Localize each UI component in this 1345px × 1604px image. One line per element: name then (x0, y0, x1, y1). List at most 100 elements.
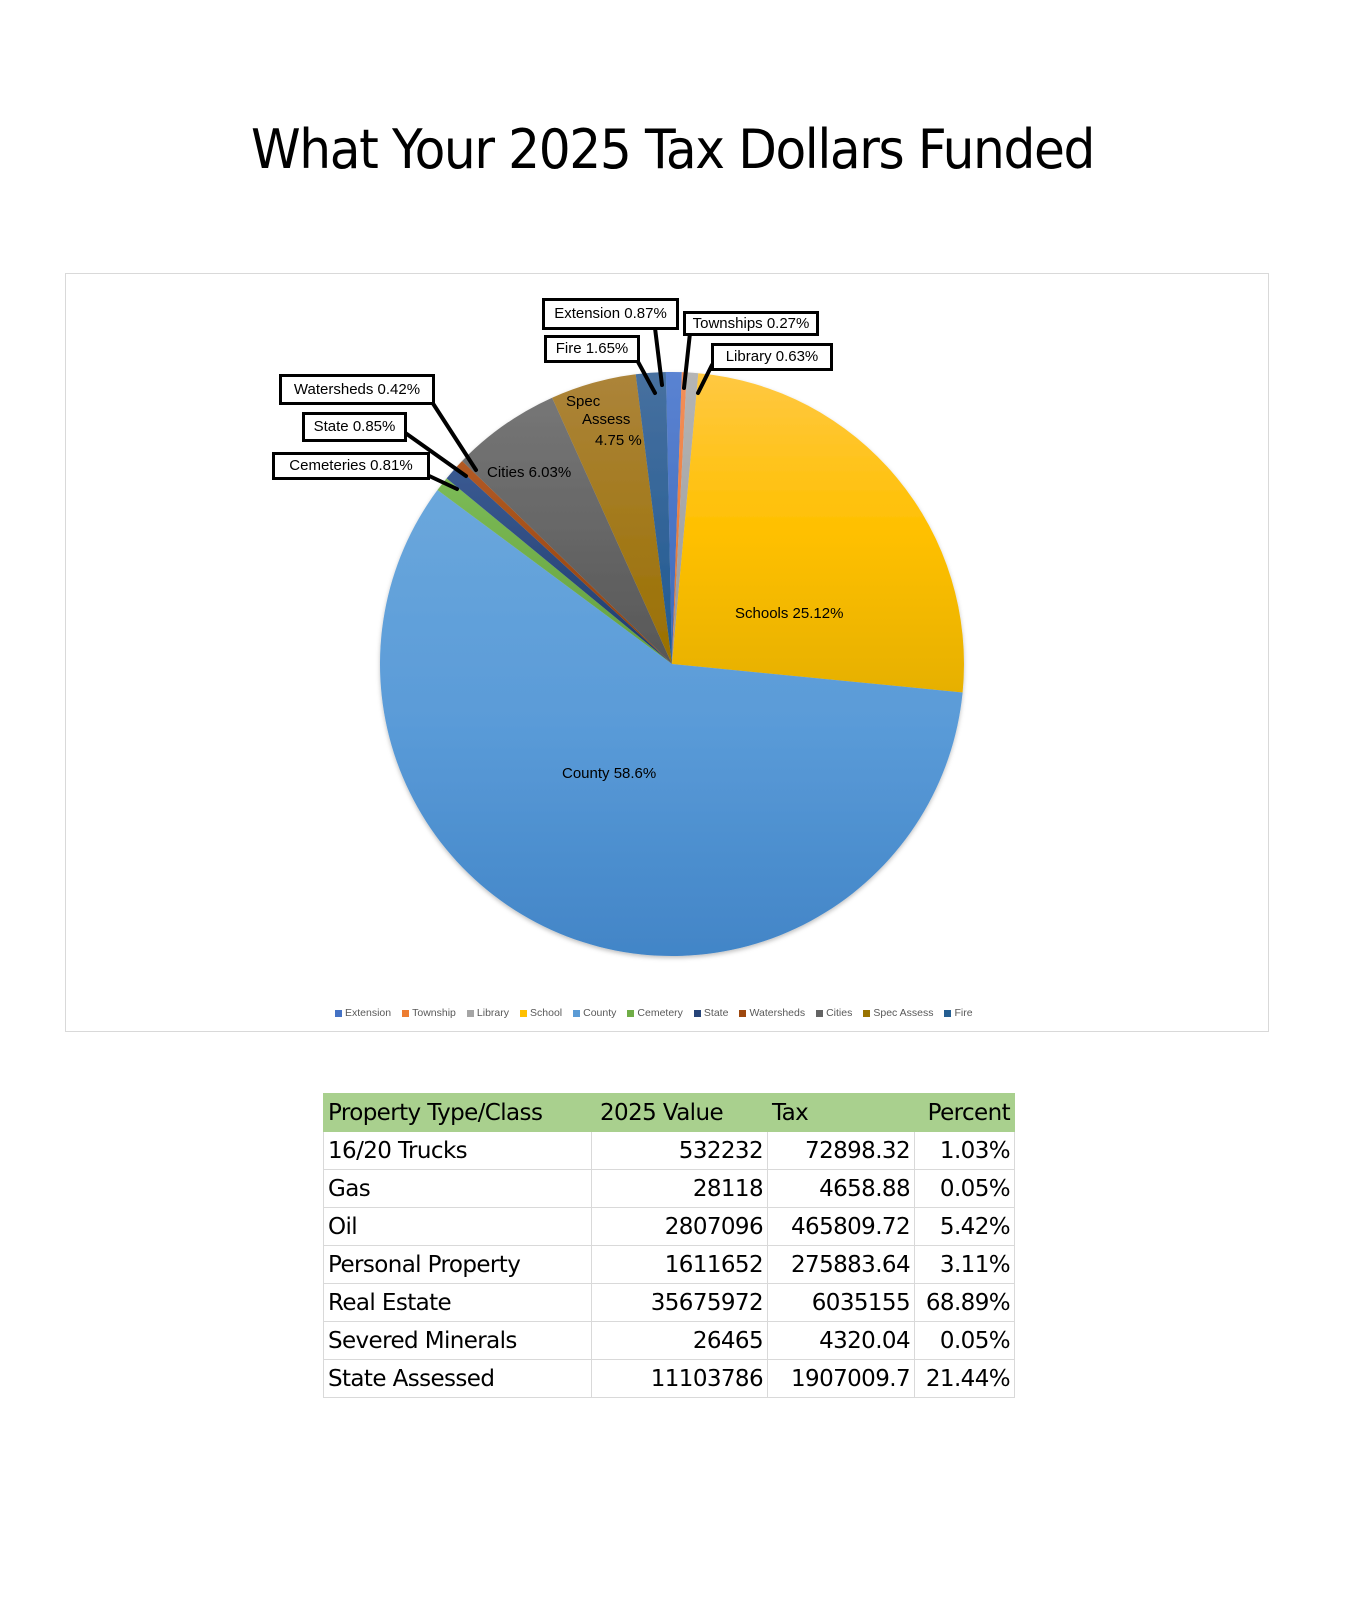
cell-type: Oil (323, 1207, 592, 1246)
cell-percent: 1.03% (914, 1131, 1015, 1170)
cell-value: 26465 (591, 1321, 768, 1360)
legend-swatch-icon (739, 1009, 747, 1017)
label-library: Library 0.63% (711, 343, 833, 371)
legend-swatch-icon (944, 1009, 952, 1017)
label-spec-assess-line3: 4.75 % (595, 432, 642, 449)
table-row: Gas 28118 4658.88 0.05% (323, 1169, 1015, 1208)
pie-slice-extension (665, 371, 682, 664)
leader-line (682, 331, 692, 390)
legend-swatch-icon (520, 1009, 528, 1017)
label-cities: Cities 6.03% (487, 464, 572, 481)
legend-item-library: Library (466, 1007, 509, 1019)
table-row: Personal Property 1611652 275883.64 3.11… (323, 1245, 1015, 1284)
label-fire-text: Fire 1.65% (555, 340, 629, 357)
cell-type: State Assessed (323, 1359, 592, 1398)
legend-item-school: School (520, 1007, 562, 1019)
legend-label: Cities (826, 1007, 853, 1019)
cell-tax: 275883.64 (767, 1245, 915, 1284)
legend-item-fire: Fire (944, 1007, 973, 1019)
cell-value: 35675972 (591, 1283, 768, 1322)
cell-type: Real Estate (323, 1283, 592, 1322)
pie-slice-watersheds (456, 460, 672, 664)
legend-label: Cemetery (637, 1007, 683, 1019)
table-row: Severed Minerals 26465 4320.04 0.05% (323, 1321, 1015, 1360)
legend-item-cemetery: Cemetery (627, 1007, 683, 1019)
cell-type: 16/20 Trucks (323, 1131, 592, 1170)
header-2025-value: 2025 Value (591, 1093, 768, 1132)
table-row: Real Estate 35675972 6035155 68.89% (323, 1283, 1015, 1322)
page-title: What Your 2025 Tax Dollars Funded (251, 118, 1095, 181)
legend-item-spec-assess: Spec Assess (863, 1007, 933, 1019)
label-spec-assess-line2: Assess (582, 411, 631, 428)
legend-label: Watersheds (749, 1007, 806, 1019)
cell-type: Personal Property (323, 1245, 592, 1284)
cell-tax: 72898.32 (767, 1131, 915, 1170)
label-state: State 0.85% (302, 412, 407, 442)
label-spec-assess-line1: Spec (566, 393, 601, 410)
pie-slice-library (672, 372, 699, 664)
legend-item-watersheds: Watersheds (739, 1007, 805, 1019)
chart-legend: Extension Township Library School County… (335, 1005, 973, 1021)
cell-tax: 4320.04 (767, 1321, 915, 1360)
legend-label: School (530, 1007, 563, 1019)
leader-line (430, 400, 478, 472)
pie-slice-township (672, 372, 687, 664)
property-tax-table: Property Type/Class 2025 Value Tax Perce… (323, 1093, 1015, 1398)
cell-percent: 0.05% (914, 1321, 1015, 1360)
cell-tax: 465809.72 (767, 1207, 915, 1246)
pie-slice-cities (462, 397, 672, 664)
cell-percent: 3.11% (914, 1245, 1015, 1284)
pie-slice-fire (635, 372, 672, 664)
cell-type: Severed Minerals (323, 1321, 592, 1360)
legend-swatch-icon (335, 1009, 342, 1017)
legend-item-county: County (573, 1007, 616, 1019)
label-county: County 58.6% (562, 765, 657, 782)
legend-swatch-icon (693, 1009, 701, 1017)
label-library-text: Library 0.63% (725, 348, 819, 365)
cell-value: 28118 (591, 1169, 768, 1208)
pie-slice-spec-assess (552, 374, 672, 664)
legend-label: Fire (954, 1007, 973, 1019)
legend-label: State (703, 1007, 729, 1019)
cell-tax: 4658.88 (767, 1169, 915, 1208)
legend-item-extension: Extension (335, 1007, 391, 1019)
cell-percent: 0.05% (914, 1169, 1015, 1208)
legend-label: County (583, 1007, 617, 1019)
header-tax: Tax (767, 1093, 915, 1132)
label-watersheds-text: Watersheds 0.42% (293, 381, 421, 398)
leader-line (653, 326, 664, 387)
header-property-type: Property Type/Class (323, 1093, 592, 1132)
label-townships: Townships 0.27% (683, 311, 819, 336)
legend-swatch-icon (863, 1009, 871, 1017)
table-row: 16/20 Trucks 532232 72898.32 1.03% (323, 1131, 1015, 1170)
label-extension: Extension 0.87% (542, 298, 679, 330)
label-fire: Fire 1.65% (544, 335, 640, 363)
pie-slice-state (446, 466, 672, 664)
legend-label: Township (412, 1007, 456, 1019)
legend-label: Spec Assess (873, 1007, 934, 1019)
legend-swatch-icon (402, 1009, 410, 1017)
cell-percent: 5.42% (914, 1207, 1015, 1246)
legend-swatch-icon (627, 1009, 635, 1017)
label-cemeteries-text: Cemeteries 0.81% (289, 457, 413, 474)
cell-tax: 6035155 (767, 1283, 915, 1322)
label-watersheds: Watersheds 0.42% (279, 374, 435, 405)
leader-line (402, 430, 468, 478)
table-row: State Assessed 11103786 1907009.7 21.44% (323, 1359, 1015, 1398)
label-state-text: State 0.85% (313, 418, 396, 435)
cell-percent: 68.89% (914, 1283, 1015, 1322)
pie-slice-cemetery (437, 478, 672, 664)
legend-item-cities: Cities (816, 1007, 852, 1019)
cell-tax: 1907009.7 (767, 1359, 915, 1398)
cell-type: Gas (323, 1169, 592, 1208)
pie-slice-county (379, 490, 963, 957)
pie-slice-school (672, 373, 964, 693)
label-schools: Schools 25.12% (735, 605, 844, 622)
label-townships-text: Townships 0.27% (692, 315, 810, 332)
cell-value: 1611652 (591, 1245, 768, 1284)
legend-swatch-icon (466, 1009, 474, 1017)
cell-percent: 21.44% (914, 1359, 1015, 1398)
leader-line (635, 358, 657, 395)
label-cemeteries: Cemeteries 0.81% (272, 452, 430, 480)
